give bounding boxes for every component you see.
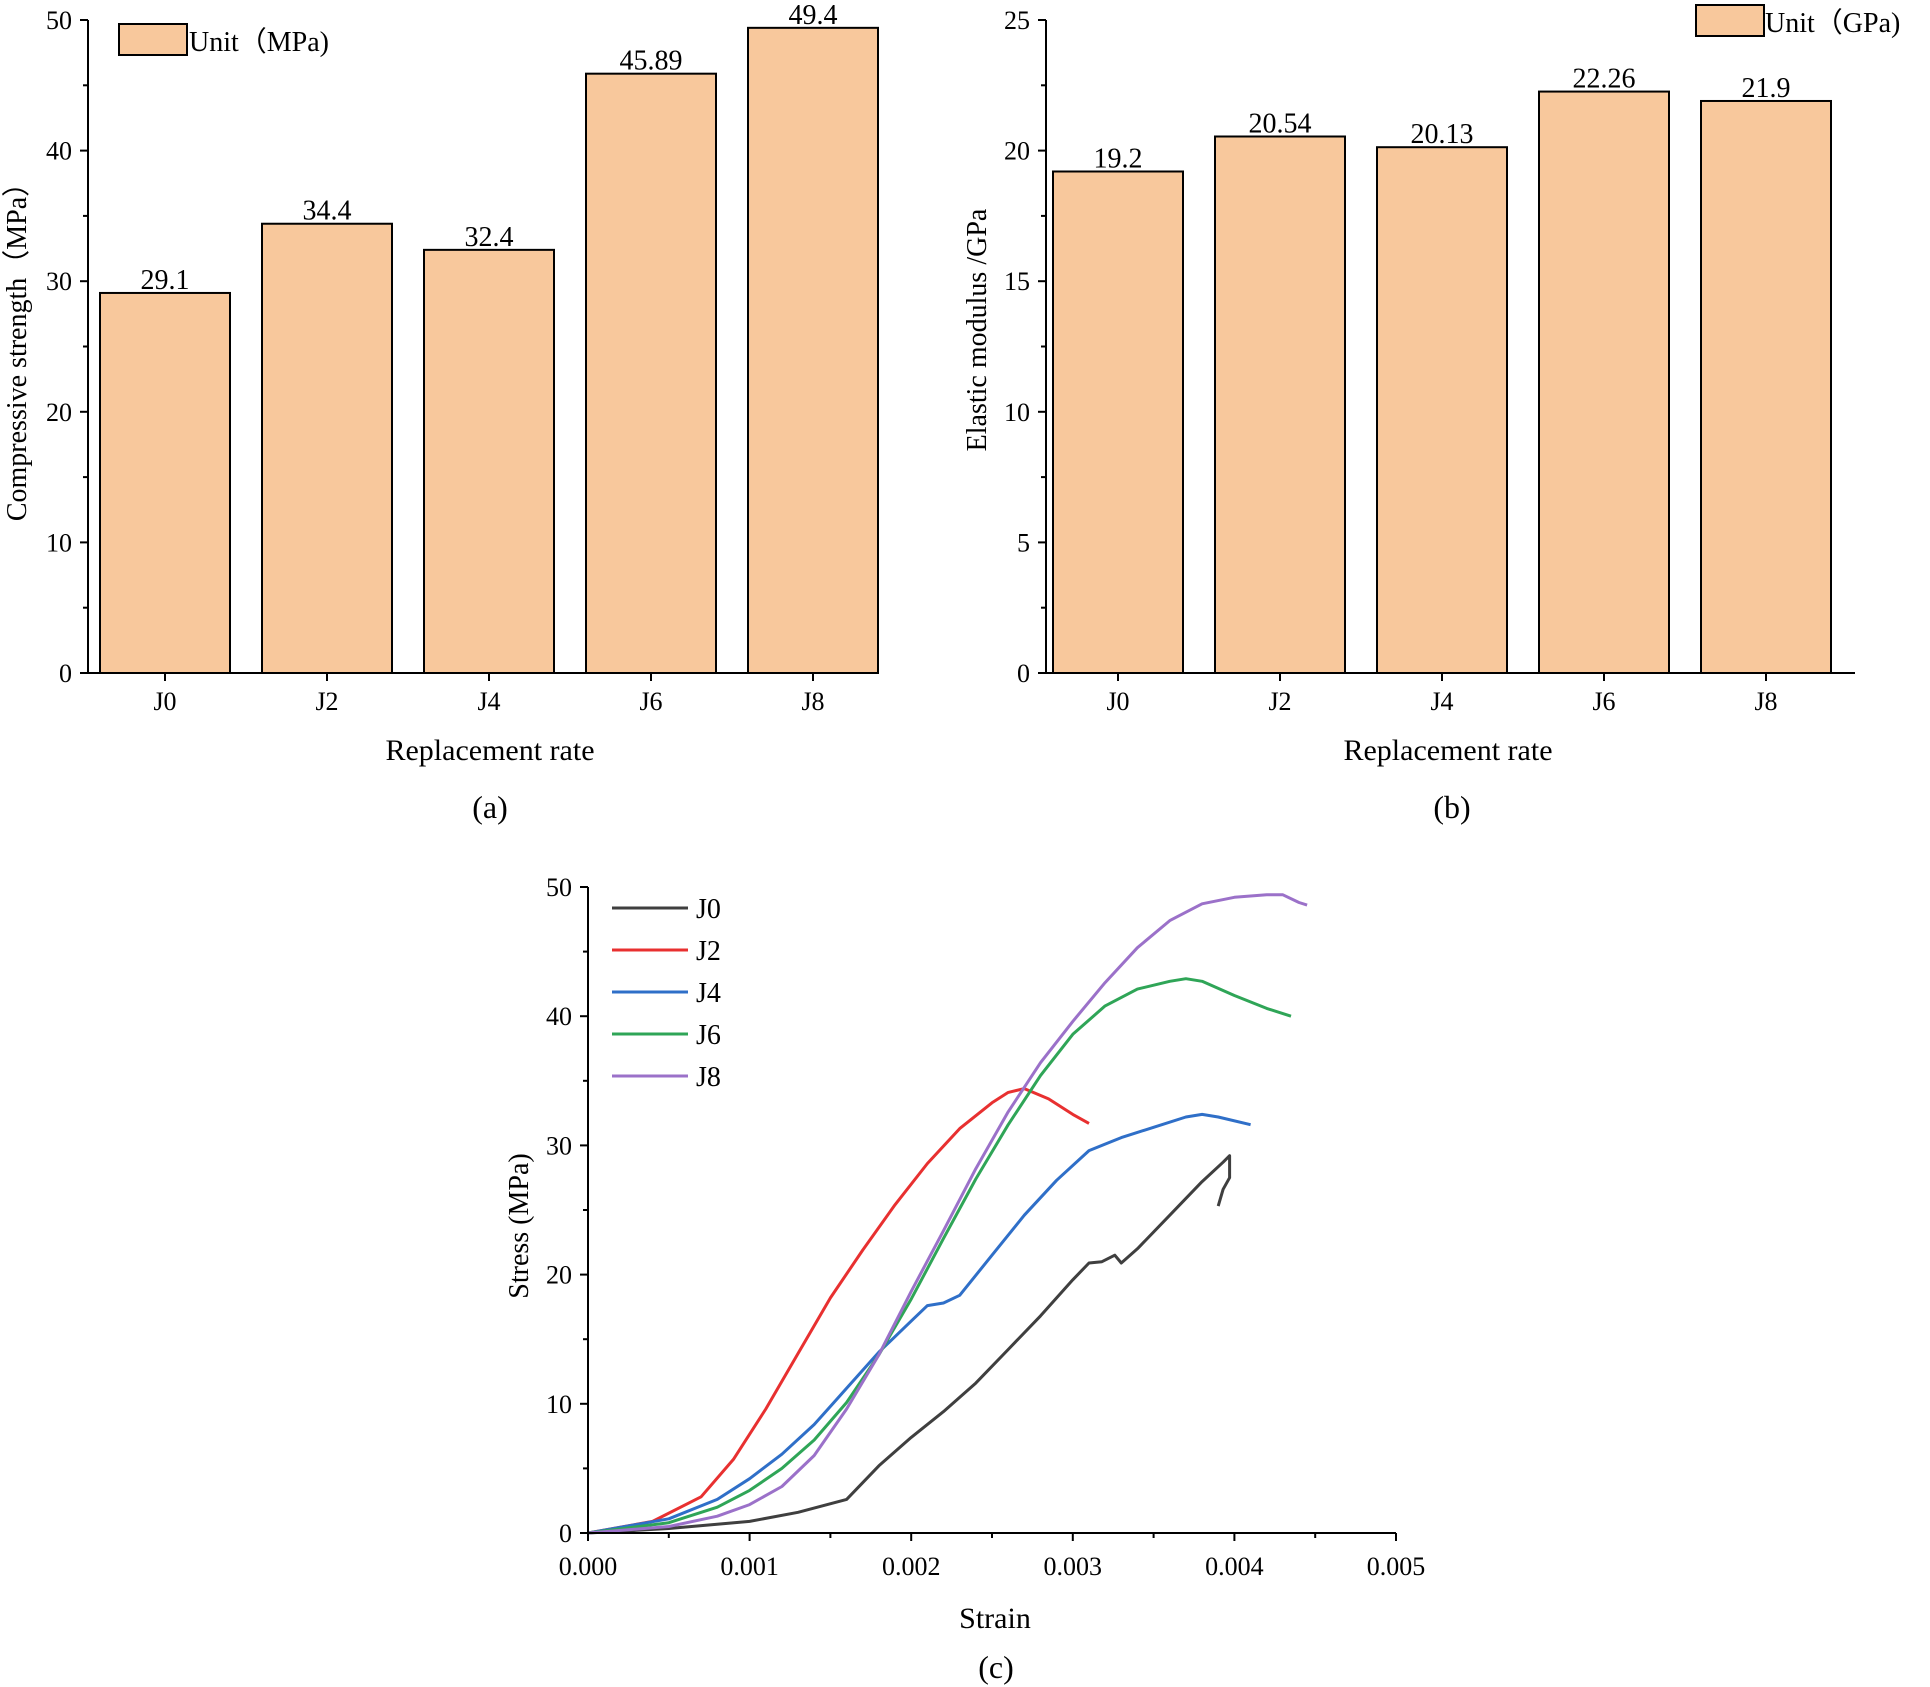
panel-b-legend-swatch [1695,4,1765,37]
panel-c-series-line-J2 [587,1087,1090,1535]
panel-b-value-label-J8: 21.9 [1742,73,1791,104]
panel-b-category-J2: J2 [1268,687,1291,716]
panel-a-bar-J2 [261,222,393,674]
panel-a-category-J6: J6 [639,687,662,716]
panel-b-xlabel: Replacement rate [1343,734,1552,767]
panel-c-label: (c) [978,1649,1014,1685]
panel-b-ytick-label-10: 10 [1004,398,1030,427]
panel-a-bar-J0 [99,291,231,674]
panel-a-value-label-J6: 45.89 [620,46,683,77]
panel-a-legend-swatch [118,23,188,56]
panel-a-value-label-J8: 49.4 [789,0,838,31]
panel-b-category-J4: J4 [1430,687,1453,716]
panel-a-bar-J4 [423,248,555,675]
panel-a-ytick-label-10: 10 [46,528,72,557]
panel-c-ytick-label-10: 10 [546,1390,572,1419]
panel-a-category-J4: J4 [477,687,500,716]
panel-c-legend-label-J4: J4 [696,978,721,1009]
panel-b-value-label-J2: 20.54 [1249,108,1312,139]
panel-c-series-line-J4 [587,1112,1251,1535]
panel-b-category-J8: J8 [1754,687,1777,716]
panel-c-ytick-label-0: 0 [559,1519,572,1548]
panel-c-legend-label-J6: J6 [696,1020,721,1051]
panel-a-ytick-label-30: 30 [46,267,72,296]
panel-a-ytick-label-20: 20 [46,398,72,427]
panel-a-xlabel: Replacement rate [385,734,594,767]
panel-b-label: (b) [1433,789,1470,825]
panel-c-xlabel: Strain [959,1602,1031,1635]
panel-b-category-J6: J6 [1592,687,1615,716]
panel-c-xtick-label-4: 0.004 [1205,1552,1264,1581]
panel-a-category-J8: J8 [801,687,824,716]
panel-b-ytick-label-15: 15 [1004,267,1030,296]
panel-c-legend-label-J2: J2 [696,936,721,967]
panel-a-value-label-J4: 32.4 [465,222,514,253]
panel-b-bar-J2 [1214,135,1346,675]
panel-b-value-label-J4: 20.13 [1411,119,1474,150]
panel-a-legend-label: Unit（MPa) [189,26,329,58]
panel-a-category-J0: J0 [153,687,176,716]
panel-c-ytick-label-20: 20 [546,1261,572,1290]
panel-b-bar-J4 [1376,146,1508,674]
panel-a-value-label-J2: 34.4 [303,196,352,227]
panel-b-bar-J0 [1052,170,1184,674]
panel-b-category-J0: J0 [1106,687,1129,716]
panel-c-xtick-label-1: 0.001 [720,1552,779,1581]
panel-b-value-label-J0: 19.2 [1094,143,1143,174]
panel-b-ytick-label-25: 25 [1004,6,1030,35]
panel-c-ytick-label-40: 40 [546,1002,572,1031]
panel-a-ylabel: Compressive strength（MPa） [1,169,33,521]
panel-b-elastic-modulus-chart: Elastic modulus /GPa Replacement rate (b… [962,4,1900,825]
panel-c-legend-label-J0: J0 [696,894,721,925]
panel-c-xtick-label-0: 0.000 [559,1552,618,1581]
panel-c-series-line-J0 [587,1154,1232,1535]
panel-c-xtick-label-3: 0.003 [1044,1552,1103,1581]
panel-a-bar-J6 [585,72,717,675]
panel-b-ytick-label-5: 5 [1017,528,1030,557]
panel-a-ytick-label-40: 40 [46,137,72,166]
panel-c-ylabel: Stress (MPa) [504,1153,535,1298]
panel-b-bar-J8 [1700,99,1832,675]
panel-b-value-label-J6: 22.26 [1573,64,1636,95]
panel-a-value-label-J0: 29.1 [141,265,190,296]
panel-c-ytick-label-30: 30 [546,1131,572,1160]
panel-b-legend-label: Unit（GPa) [1765,7,1900,39]
panel-c-xtick-label-5: 0.005 [1367,1552,1426,1581]
panel-c-stress-strain-chart: Stress (MPa) Strain (c) 0 10 20 30 40 50 0.000… [504,873,1425,1685]
panel-a-compressive-strength-chart: Compressive strength（MPa） Replacement ra… [1,0,879,825]
panel-a-ytick-label-0: 0 [59,659,72,688]
panel-c-series-line-J6 [587,977,1292,1535]
panel-a-ytick-label-50: 50 [46,6,72,35]
panel-c-series-line-J8 [587,893,1308,1535]
panel-b-bar-J6 [1538,90,1670,675]
panel-a-category-J2: J2 [315,687,338,716]
panel-a-label: (a) [472,789,508,825]
panel-b-ytick-label-20: 20 [1004,137,1030,166]
panel-c-xtick-label-2: 0.002 [882,1552,941,1581]
panel-c-ytick-label-50: 50 [546,873,572,902]
panel-c-legend-label-J8: J8 [696,1062,721,1093]
panel-b-ytick-label-0: 0 [1017,659,1030,688]
panel-a-bar-J8 [747,26,879,675]
panel-b-ylabel: Elastic modulus /GPa [962,208,993,451]
